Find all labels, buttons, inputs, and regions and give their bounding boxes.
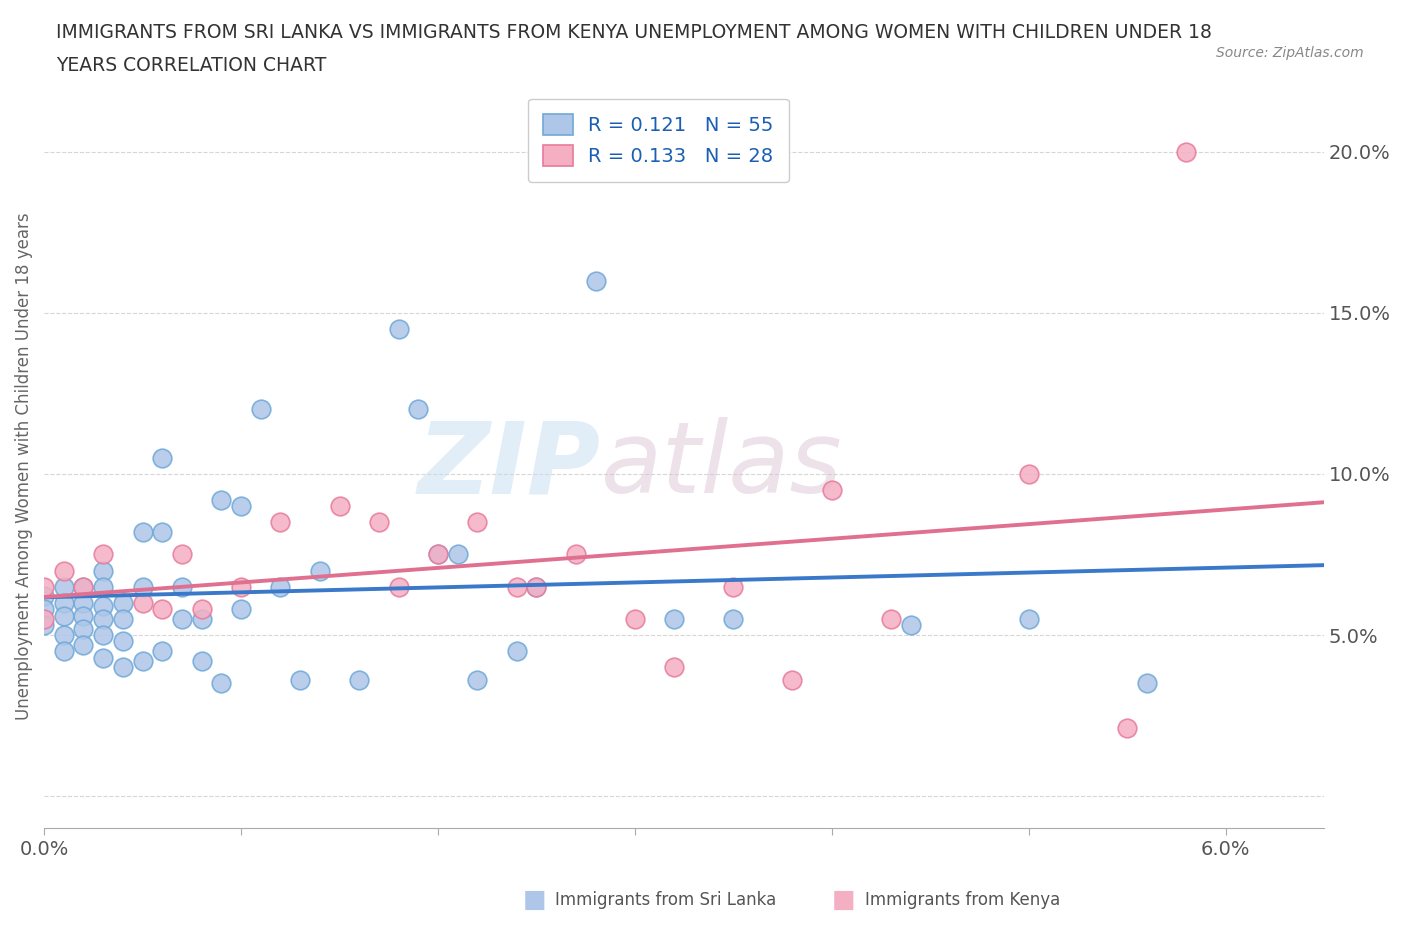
Point	[229, 602, 252, 617]
Point	[506, 644, 529, 658]
Point	[467, 515, 489, 530]
Point	[52, 644, 75, 658]
Point	[190, 612, 212, 627]
Point	[72, 608, 94, 623]
Point	[387, 322, 409, 337]
Point	[52, 608, 75, 623]
Point	[91, 579, 114, 594]
Text: ZIP: ZIP	[418, 418, 600, 514]
Point	[32, 589, 55, 604]
Text: Source: ZipAtlas.com: Source: ZipAtlas.com	[1216, 46, 1364, 60]
Point	[72, 579, 94, 594]
Point	[209, 492, 232, 507]
Point	[52, 628, 75, 643]
Point	[91, 650, 114, 665]
Point	[52, 579, 75, 594]
Point	[32, 602, 55, 617]
Text: atlas: atlas	[600, 418, 842, 514]
Text: Immigrants from Sri Lanka: Immigrants from Sri Lanka	[555, 891, 776, 910]
Point	[72, 637, 94, 652]
Point	[723, 612, 745, 627]
Text: Immigrants from Kenya: Immigrants from Kenya	[865, 891, 1060, 910]
Point	[91, 564, 114, 578]
Point	[131, 525, 153, 539]
Point	[387, 579, 409, 594]
Point	[190, 654, 212, 669]
Point	[624, 612, 647, 627]
Point	[821, 483, 844, 498]
Point	[91, 628, 114, 643]
Point	[72, 621, 94, 636]
Point	[170, 612, 193, 627]
Point	[328, 498, 350, 513]
Point	[1175, 144, 1198, 159]
Text: ■: ■	[832, 888, 855, 912]
Point	[170, 579, 193, 594]
Point	[52, 595, 75, 610]
Point	[565, 547, 588, 562]
Point	[229, 579, 252, 594]
Point	[131, 595, 153, 610]
Point	[664, 659, 686, 674]
Point	[900, 618, 922, 632]
Point	[308, 564, 330, 578]
Point	[585, 273, 607, 288]
Text: IMMIGRANTS FROM SRI LANKA VS IMMIGRANTS FROM KENYA UNEMPLOYMENT AMONG WOMEN WITH: IMMIGRANTS FROM SRI LANKA VS IMMIGRANTS …	[56, 23, 1212, 42]
Point	[426, 547, 449, 562]
Point	[1018, 467, 1040, 482]
Point	[150, 644, 173, 658]
Text: ■: ■	[523, 888, 546, 912]
Point	[367, 515, 389, 530]
Y-axis label: Unemployment Among Women with Children Under 18 years: Unemployment Among Women with Children U…	[15, 212, 32, 720]
Point	[288, 672, 311, 687]
Text: YEARS CORRELATION CHART: YEARS CORRELATION CHART	[56, 56, 326, 74]
Point	[1136, 676, 1159, 691]
Point	[249, 402, 271, 417]
Point	[111, 659, 134, 674]
Point	[131, 579, 153, 594]
Point	[111, 595, 134, 610]
Point	[190, 602, 212, 617]
Point	[150, 450, 173, 465]
Point	[32, 612, 55, 627]
Point	[32, 618, 55, 632]
Point	[664, 612, 686, 627]
Point	[723, 579, 745, 594]
Point	[1018, 612, 1040, 627]
Point	[52, 564, 75, 578]
Point	[506, 579, 529, 594]
Point	[91, 599, 114, 614]
Point	[131, 654, 153, 669]
Point	[269, 579, 291, 594]
Point	[447, 547, 470, 562]
Point	[1116, 721, 1139, 736]
Point	[782, 672, 804, 687]
Point	[170, 547, 193, 562]
Legend: R = 0.121   N = 55, R = 0.133   N = 28: R = 0.121 N = 55, R = 0.133 N = 28	[527, 99, 789, 181]
Point	[72, 595, 94, 610]
Point	[269, 515, 291, 530]
Point	[229, 498, 252, 513]
Point	[209, 676, 232, 691]
Point	[347, 672, 370, 687]
Point	[406, 402, 429, 417]
Point	[526, 579, 548, 594]
Point	[150, 602, 173, 617]
Point	[467, 672, 489, 687]
Point	[32, 579, 55, 594]
Point	[880, 612, 903, 627]
Point	[72, 579, 94, 594]
Point	[91, 612, 114, 627]
Point	[526, 579, 548, 594]
Point	[91, 547, 114, 562]
Point	[111, 634, 134, 649]
Point	[111, 612, 134, 627]
Point	[150, 525, 173, 539]
Point	[426, 547, 449, 562]
